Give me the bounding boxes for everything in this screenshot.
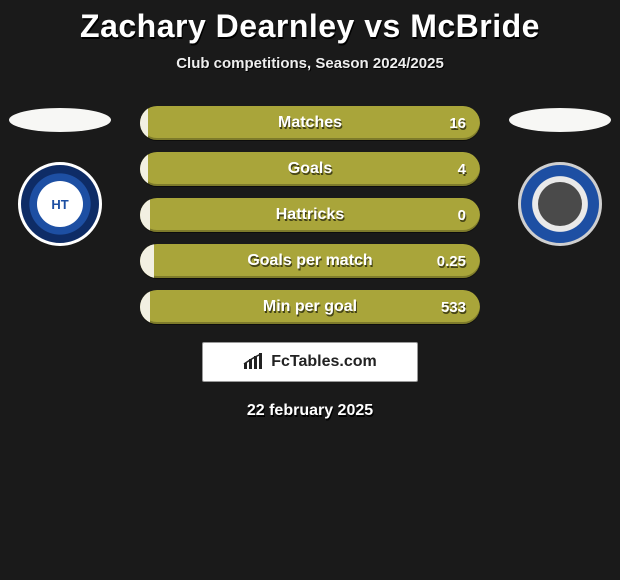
page-title: Zachary Dearnley vs McBride: [0, 8, 620, 45]
stats-area: HT Matches 16 Goals 4 Hattricks: [0, 102, 620, 332]
stat-label: Goals: [140, 152, 480, 186]
player-left-column: HT: [0, 102, 120, 246]
club-crest-halifax-inner: HT: [37, 181, 83, 227]
player-right-photo-placeholder: [509, 108, 611, 132]
club-crest-rochdale-inner: [538, 182, 582, 226]
brand-attribution[interactable]: FcTables.com: [202, 342, 418, 382]
club-crest-halifax: HT: [18, 162, 102, 246]
stat-left-fill: [140, 244, 154, 278]
stat-rows: Matches 16 Goals 4 Hattricks 0 Goals per…: [140, 106, 480, 336]
bar-chart-icon: [243, 353, 265, 371]
stat-label: Hattricks: [140, 198, 480, 232]
stat-row: Min per goal 533: [140, 290, 480, 324]
stat-row: Goals 4: [140, 152, 480, 186]
stat-label: Matches: [140, 106, 480, 140]
club-crest-rochdale: [518, 162, 602, 246]
stat-left-fill: [140, 290, 150, 324]
player-left-photo-placeholder: [9, 108, 111, 132]
stat-row: Hattricks 0: [140, 198, 480, 232]
page-subtitle: Club competitions, Season 2024/2025: [0, 55, 620, 72]
comparison-card: Zachary Dearnley vs McBride Club competi…: [0, 0, 620, 420]
stat-row: Matches 16: [140, 106, 480, 140]
comparison-date: 22 february 2025: [0, 402, 620, 420]
stat-value: 4: [458, 152, 466, 186]
stat-label: Min per goal: [140, 290, 480, 324]
stat-value: 0: [458, 198, 466, 232]
brand-text: FcTables.com: [271, 353, 377, 371]
stat-value: 0.25: [437, 244, 466, 278]
stat-left-fill: [140, 106, 148, 140]
player-right-column: [500, 102, 620, 246]
stat-left-fill: [140, 152, 148, 186]
stat-row: Goals per match 0.25: [140, 244, 480, 278]
stat-label: Goals per match: [140, 244, 480, 278]
stat-value: 533: [441, 290, 466, 324]
stat-value: 16: [449, 106, 466, 140]
stat-left-fill: [140, 198, 150, 232]
